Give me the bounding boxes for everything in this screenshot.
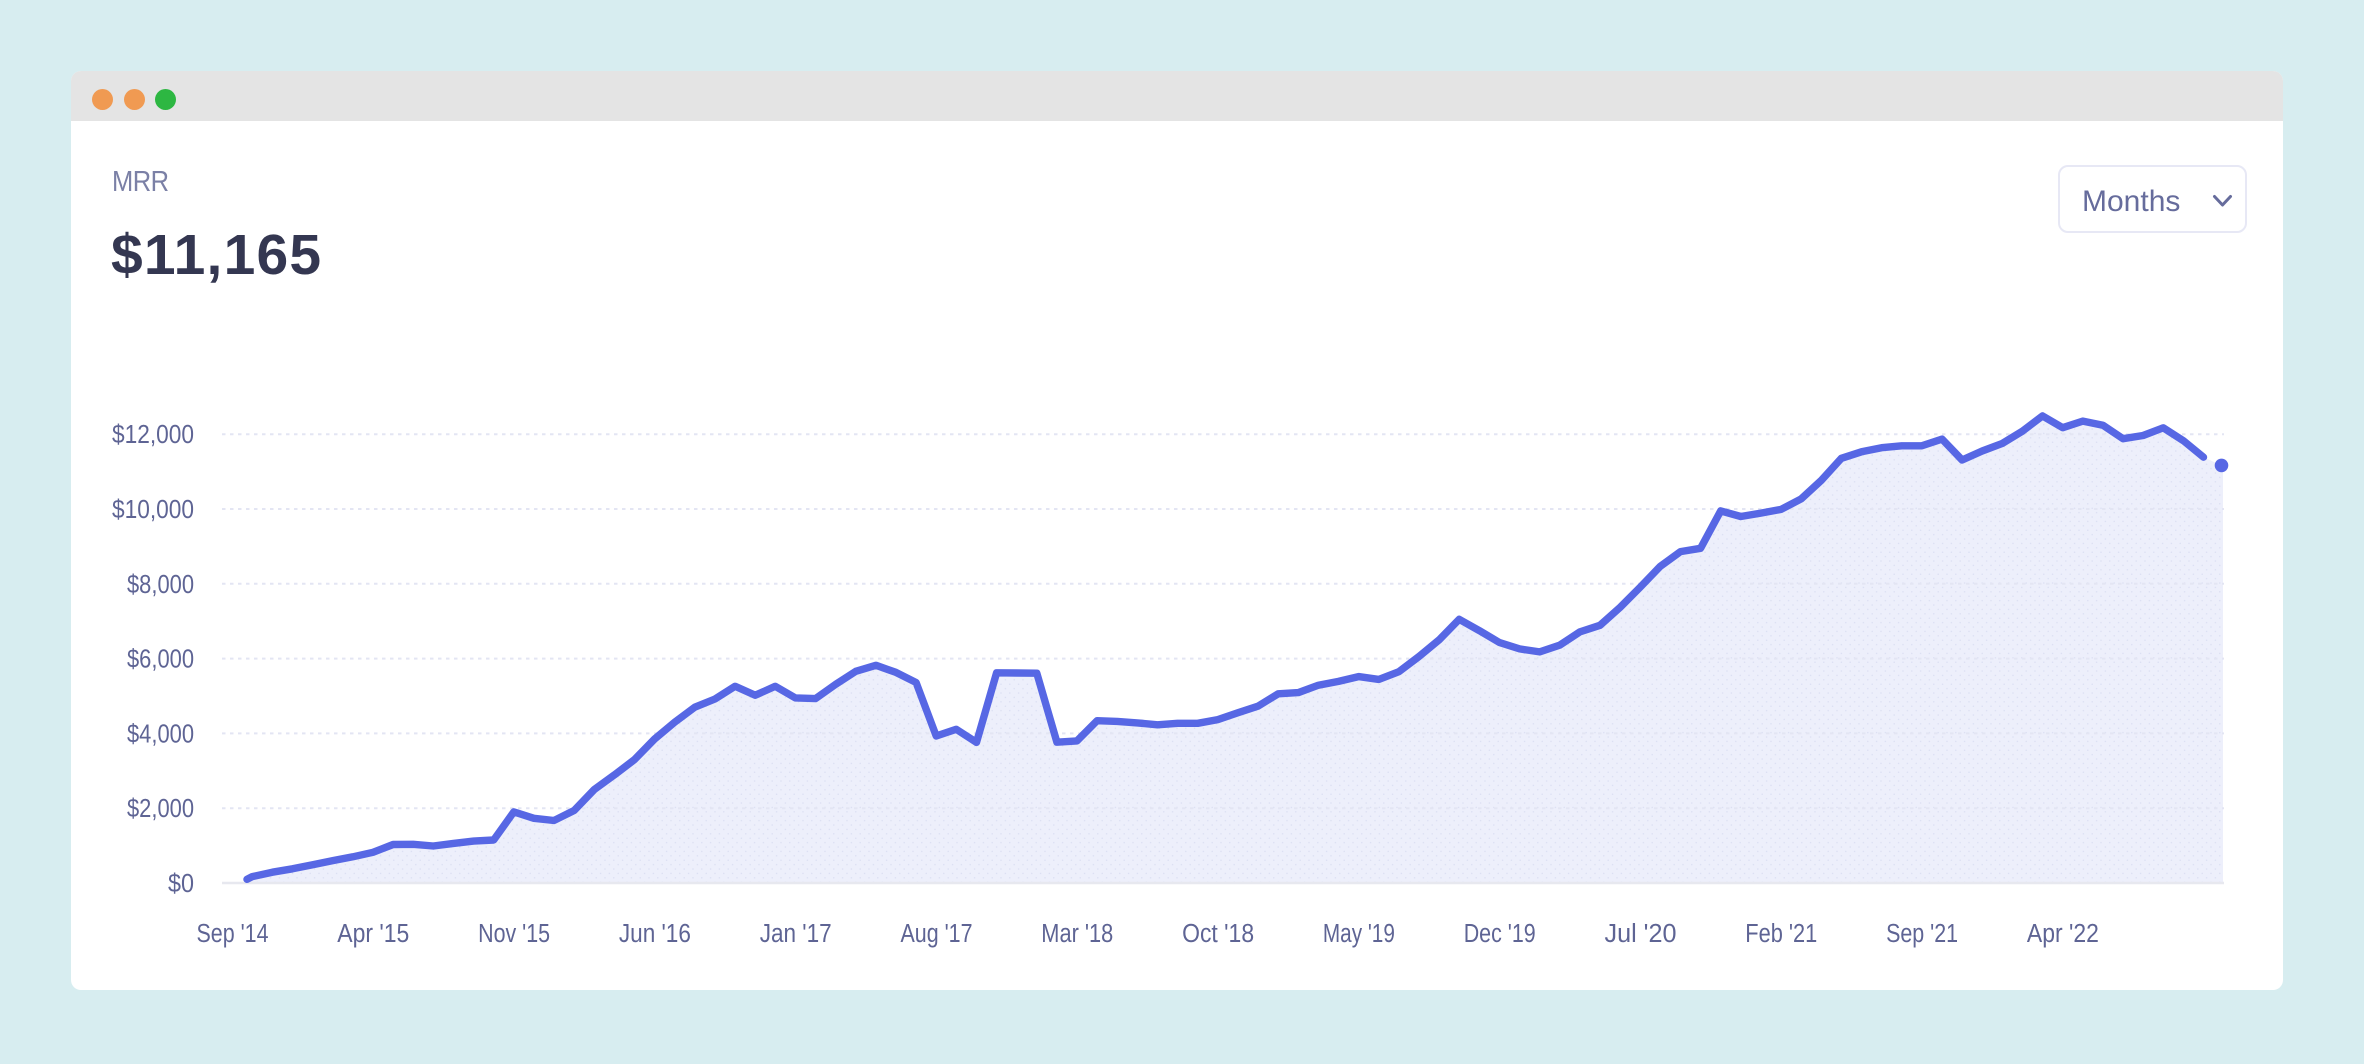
svg-text:$10,000: $10,000 bbox=[112, 496, 194, 524]
svg-text:Feb '21: Feb '21 bbox=[1745, 920, 1817, 948]
svg-text:Jan '17: Jan '17 bbox=[760, 920, 832, 948]
svg-text:Mar '18: Mar '18 bbox=[1041, 920, 1113, 948]
svg-text:Sep '21: Sep '21 bbox=[1886, 920, 1958, 948]
svg-text:$0: $0 bbox=[168, 870, 194, 898]
svg-text:Nov '15: Nov '15 bbox=[478, 920, 550, 948]
svg-text:$6,000: $6,000 bbox=[127, 646, 194, 674]
svg-text:$2,000: $2,000 bbox=[127, 795, 194, 823]
svg-text:Aug '17: Aug '17 bbox=[901, 920, 973, 948]
svg-text:Apr '22: Apr '22 bbox=[2027, 920, 2099, 948]
svg-text:Oct '18: Oct '18 bbox=[1182, 920, 1254, 948]
svg-text:$12,000: $12,000 bbox=[112, 421, 194, 449]
svg-text:$4,000: $4,000 bbox=[127, 720, 194, 748]
svg-text:Jun '16: Jun '16 bbox=[619, 920, 691, 948]
svg-text:Dec '19: Dec '19 bbox=[1464, 920, 1536, 948]
svg-text:May '19: May '19 bbox=[1323, 920, 1395, 948]
svg-text:Apr '15: Apr '15 bbox=[337, 920, 409, 948]
svg-text:$8,000: $8,000 bbox=[127, 571, 194, 599]
svg-text:Jul '20: Jul '20 bbox=[1605, 920, 1677, 948]
svg-text:Sep '14: Sep '14 bbox=[197, 920, 269, 948]
